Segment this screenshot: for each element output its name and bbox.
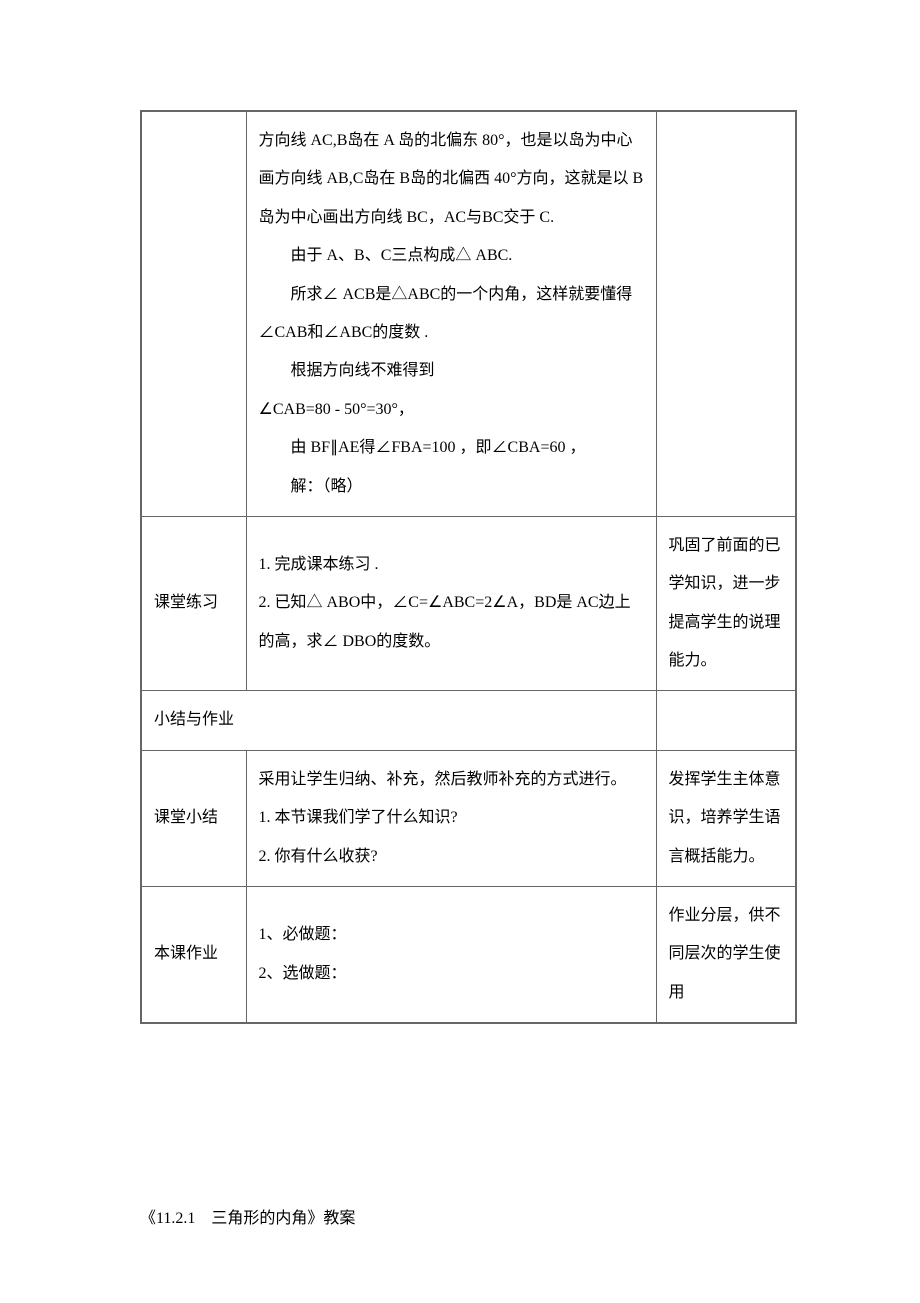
- text-line: 2、选做题：: [259, 955, 644, 993]
- text-line: 方向线 AC,B岛在 A 岛的北偏东 80°，也是以岛为中心画方向线 AB,C岛…: [259, 122, 644, 237]
- text-line: 2. 已知△ ABO中，∠C=∠ABC=2∠A，BD是 AC边上的高，求∠ DB…: [259, 584, 644, 661]
- table-row: 本课作业 1、必做题： 2、选做题： 作业分层，供不同层次的学生使用: [141, 887, 796, 1024]
- cell-content: 1. 完成课本练习 . 2. 已知△ ABO中，∠C=∠ABC=2∠A，BD是 …: [246, 516, 656, 691]
- cell-label: 课堂练习: [141, 516, 246, 691]
- text-line: 根据方向线不难得到: [259, 352, 644, 390]
- text-line: 采用让学生归纳、补充，然后教师补充的方式进行。: [259, 761, 644, 799]
- cell-note: 发挥学生主体意识，培养学生语言概括能力。: [656, 750, 796, 886]
- text-line: 由于 A、B、C三点构成△ ABC.: [259, 237, 644, 275]
- table-row: 方向线 AC,B岛在 A 岛的北偏东 80°，也是以岛为中心画方向线 AB,C岛…: [141, 111, 796, 516]
- cell-note: 巩固了前面的已学知识，进一步提高学生的说理能力。: [656, 516, 796, 691]
- cell-empty: [141, 111, 246, 516]
- section-header: 小结与作业: [141, 691, 656, 750]
- cell-empty: [656, 691, 796, 750]
- text-line: 解：（略）: [259, 468, 644, 506]
- text-line: 所求∠ ACB是△ABC的一个内角，这样就要懂得∠CAB和∠ABC的度数 .: [259, 276, 644, 353]
- cell-content: 采用让学生归纳、补充，然后教师补充的方式进行。 1. 本节课我们学了什么知识? …: [246, 750, 656, 886]
- cell-content: 1、必做题： 2、选做题：: [246, 887, 656, 1024]
- cell-content: 方向线 AC,B岛在 A 岛的北偏东 80°，也是以岛为中心画方向线 AB,C岛…: [246, 111, 656, 516]
- text-line: 1、必做题：: [259, 916, 644, 954]
- table-row: 课堂练习 1. 完成课本练习 . 2. 已知△ ABO中，∠C=∠ABC=2∠A…: [141, 516, 796, 691]
- cell-label: 课堂小结: [141, 750, 246, 886]
- cell-label: 本课作业: [141, 887, 246, 1024]
- text-line: 2. 你有什么收获?: [259, 838, 644, 876]
- lesson-plan-table: 方向线 AC,B岛在 A 岛的北偏东 80°，也是以岛为中心画方向线 AB,C岛…: [140, 110, 797, 1024]
- footer-title: 《11.2.1 三角形的内角》教案: [140, 1204, 797, 1228]
- text-line: 由 BF∥AE得∠FBA=100 ，即∠CBA=60 ，: [259, 429, 644, 467]
- table-row: 课堂小结 采用让学生归纳、补充，然后教师补充的方式进行。 1. 本节课我们学了什…: [141, 750, 796, 886]
- table-row-section-header: 小结与作业: [141, 691, 796, 750]
- cell-empty: [656, 111, 796, 516]
- cell-note: 作业分层，供不同层次的学生使用: [656, 887, 796, 1024]
- text-line: ∠CAB=80 - 50°=30°，: [259, 391, 644, 429]
- text-line: 1. 本节课我们学了什么知识?: [259, 799, 644, 837]
- text-line: 1. 完成课本练习 .: [259, 546, 644, 584]
